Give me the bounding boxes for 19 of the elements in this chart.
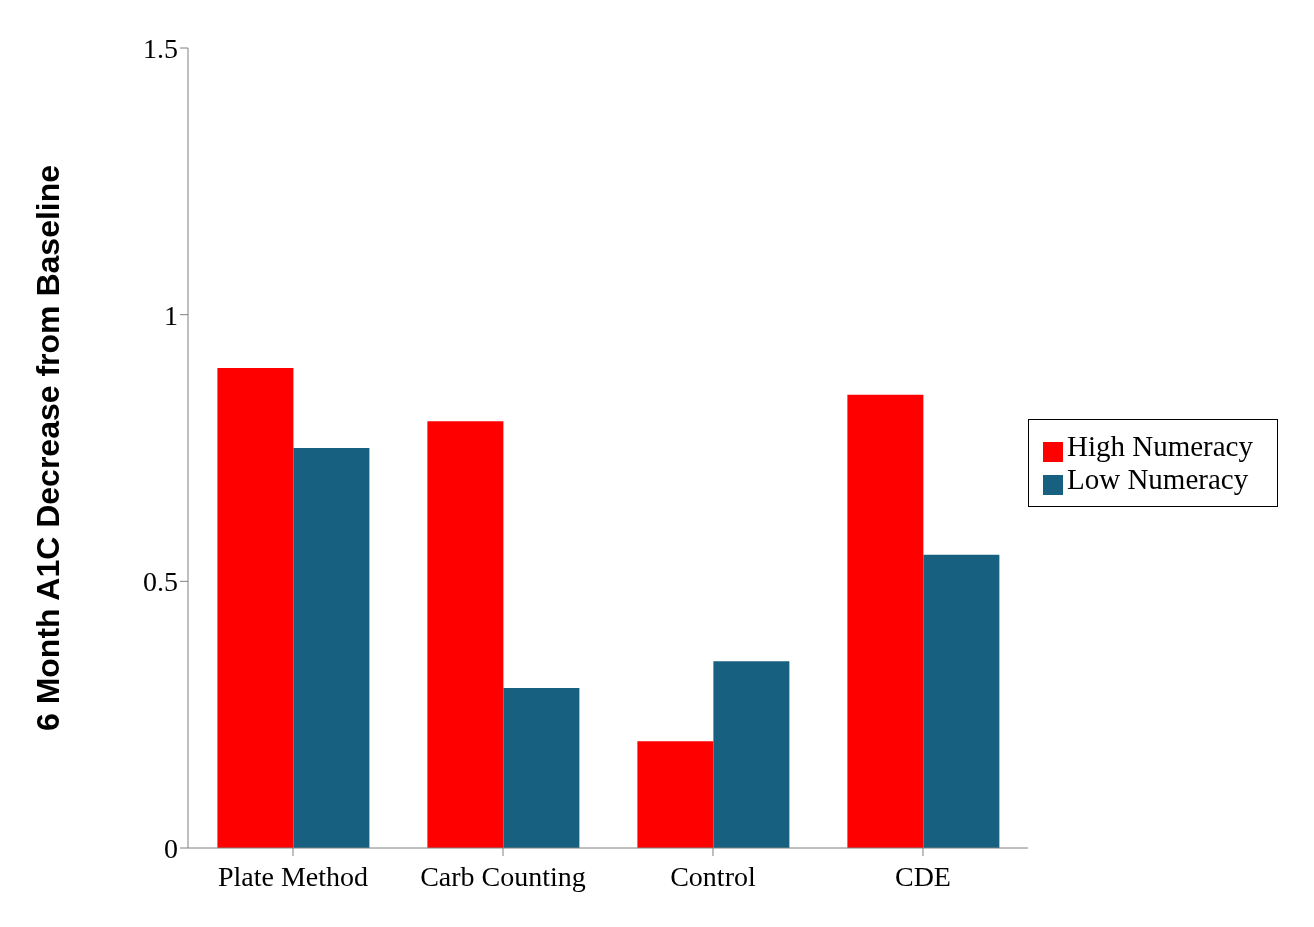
x-tick-label: Control bbox=[670, 860, 756, 892]
bar bbox=[847, 394, 924, 848]
x-tick-label: Plate Method bbox=[217, 860, 369, 892]
bar bbox=[503, 688, 580, 848]
legend-label: High Numeracy bbox=[1066, 430, 1253, 462]
x-tick-label: Carb Counting bbox=[420, 860, 586, 892]
bar bbox=[293, 448, 370, 848]
y-tick-label: 0.5 bbox=[143, 566, 178, 598]
y-tick-label: 0 bbox=[164, 832, 178, 864]
legend-label: Low Numeracy bbox=[1066, 463, 1249, 495]
bar bbox=[427, 421, 504, 848]
bar bbox=[637, 741, 714, 848]
bar bbox=[217, 368, 294, 848]
bar bbox=[713, 661, 790, 848]
x-tick-label: CDE bbox=[894, 860, 951, 892]
y-axis-title: 6 Month A1C Decrease from Baseline bbox=[30, 164, 67, 732]
bar bbox=[923, 554, 1000, 848]
y-tick-label: 1 bbox=[164, 299, 178, 331]
y-tick-label: 1.5 bbox=[143, 32, 178, 64]
